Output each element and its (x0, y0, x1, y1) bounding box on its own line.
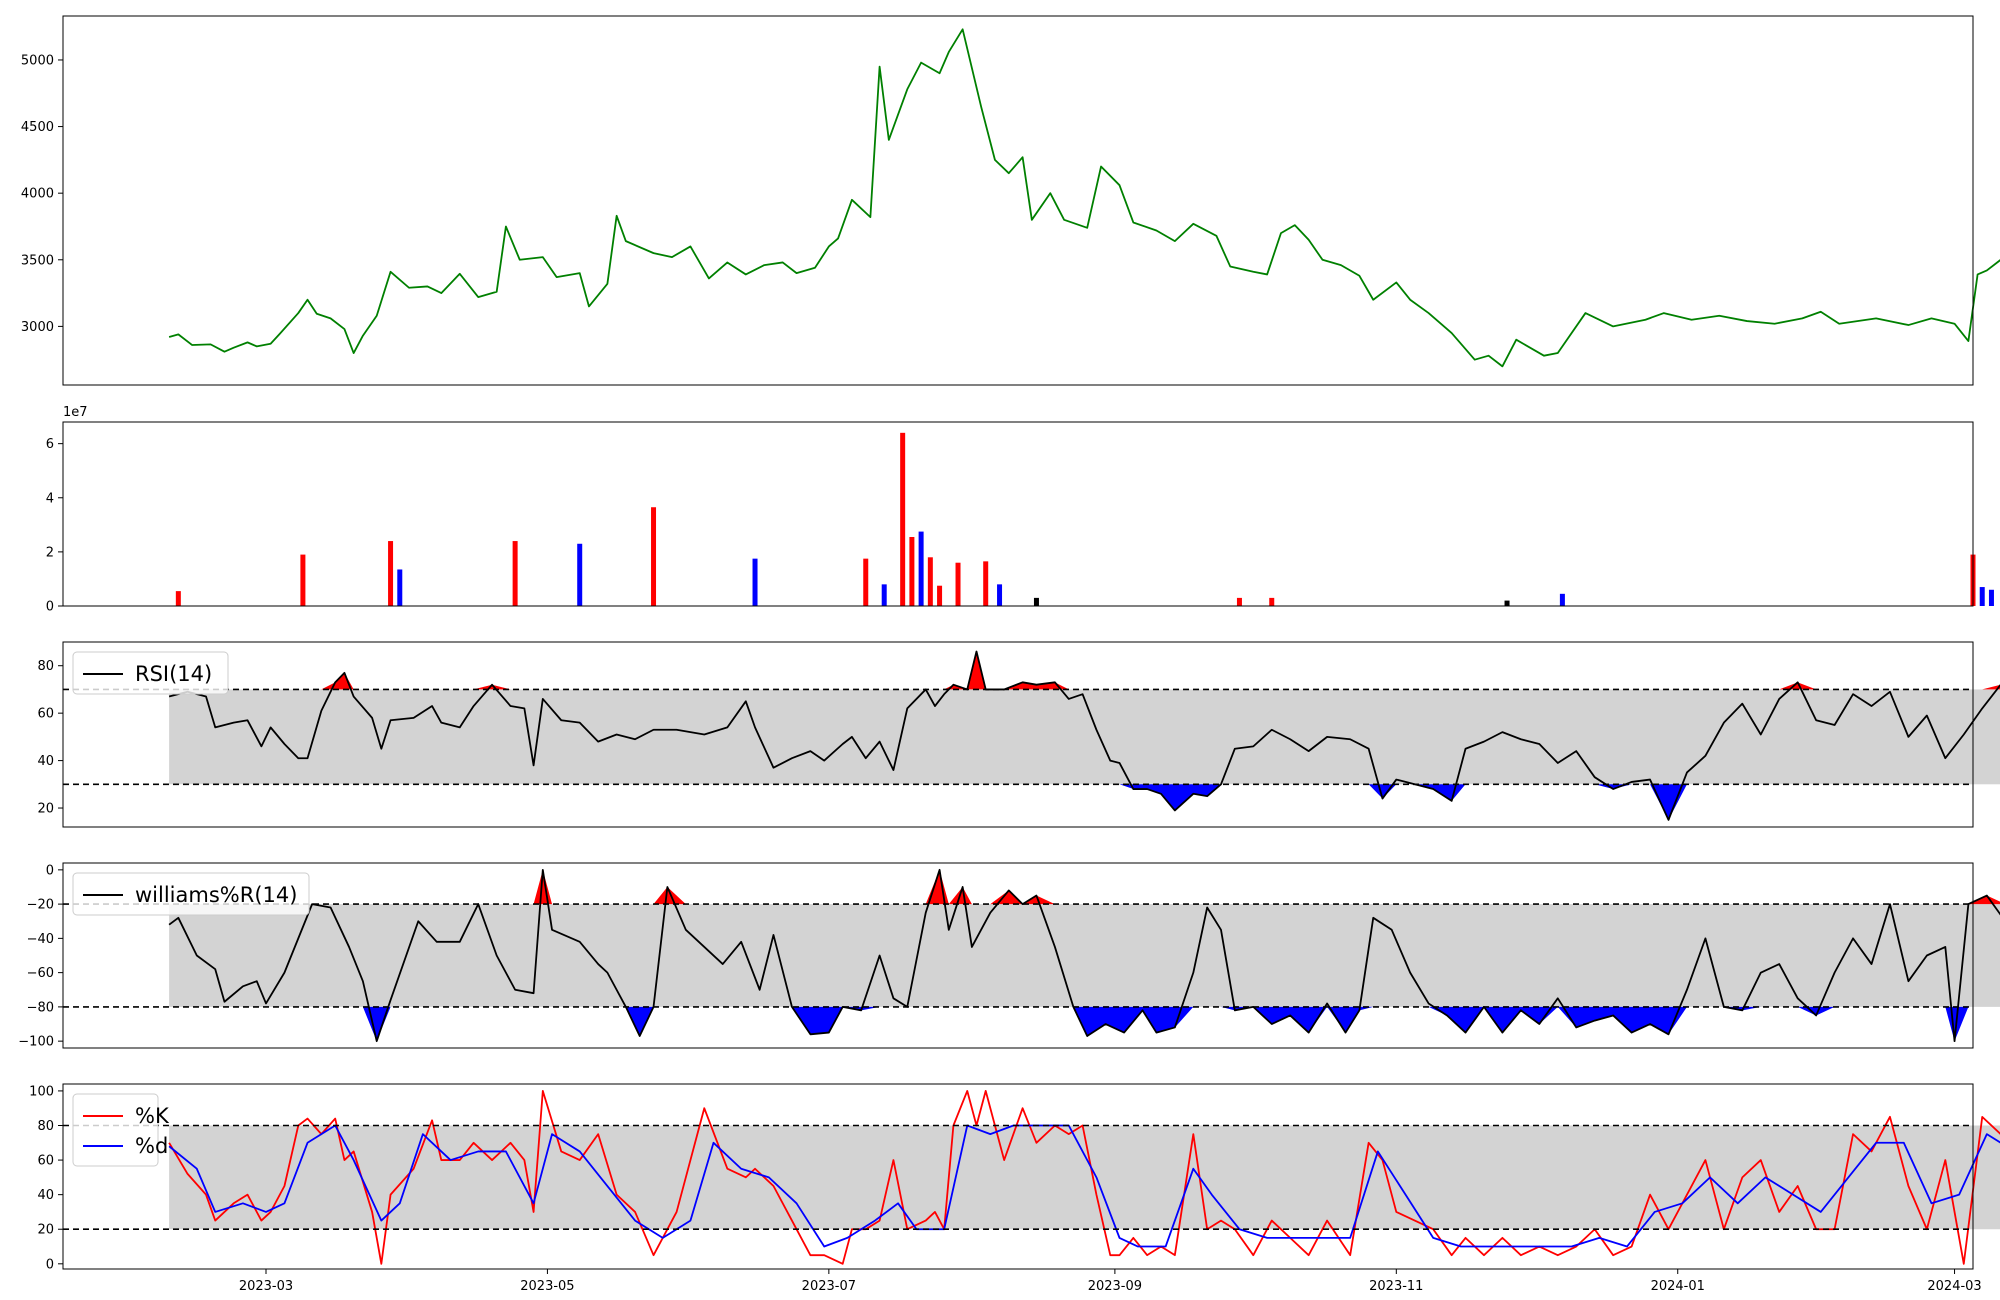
volume-bar (651, 507, 657, 606)
williams_r-axes-frame (62, 862, 1974, 1049)
x-tick-label: 2023-03 (239, 1279, 293, 1294)
y-tick-label: 80 (37, 1119, 54, 1134)
price-axes-frame (62, 15, 1974, 386)
x-tick-label: 2023-05 (520, 1279, 574, 1294)
rsi-panel: 20 40 60 80 RSI(14) (37, 641, 2000, 828)
volume-bar (955, 562, 961, 606)
volume-bar (1033, 597, 1039, 606)
y-tick-label: −40 (27, 932, 54, 947)
y-tick-label: 0 (46, 863, 54, 878)
williams_r-overbought-fill (169, 869, 2000, 905)
volume-bar (1269, 597, 1275, 606)
volume-bar (881, 584, 887, 606)
y-tick-label: 20 (37, 802, 54, 817)
y-tick-label: −20 (27, 898, 54, 913)
x-tick-label: 2023-11 (1369, 1279, 1423, 1294)
y-tick-label: 4500 (21, 120, 54, 135)
volume-bar (997, 584, 1003, 606)
y-tick-label: −60 (27, 966, 54, 981)
williams_r-panel: 0 −20 −40 −60 −80 −100 williams%R(14) (18, 862, 2000, 1050)
williams_r-oversold-fill (169, 1006, 2000, 1042)
y-offset-label: 1e7 (63, 405, 88, 420)
volume-axes-frame (62, 421, 1974, 607)
y-tick-label: 40 (37, 754, 54, 769)
stochastic-legend: %K %d (72, 1093, 170, 1167)
legend-label: %K (135, 1104, 170, 1128)
volume-bar (863, 558, 869, 606)
y-tick-label: −100 (18, 1035, 54, 1050)
rsi-series-line-0 (168, 650, 2000, 821)
volume-bar (937, 585, 943, 606)
volume-bar (175, 591, 181, 606)
y-tick-label: 80 (37, 659, 54, 674)
volume-bar (983, 561, 989, 606)
stochastic-band (169, 1125, 2000, 1230)
legend-box (72, 651, 229, 695)
y-tick-label: 40 (37, 1188, 54, 1203)
y-tick-label: −80 (27, 1000, 54, 1015)
y-tick-label: 4000 (21, 187, 54, 202)
y-tick-label: 100 (29, 1084, 54, 1099)
volume-bar (388, 541, 394, 606)
y-tick-label: 20 (37, 1223, 54, 1238)
stochastic-panel: 0 20 40 60 80 100 %K %d (29, 1083, 2000, 1272)
y-tick-label: 6 (46, 437, 54, 452)
volume-bar (300, 554, 306, 606)
y-tick-label: 3500 (21, 253, 54, 268)
legend-label: %d (135, 1134, 168, 1158)
rsi-band (169, 689, 2000, 785)
price-panel: 3000 3500 4000 4500 5000 (21, 15, 2000, 386)
rsi-axes-frame (62, 641, 1974, 828)
volume-bar (1504, 600, 1510, 606)
price-series-line-0 (168, 28, 2000, 368)
x-tick-label: 2023-07 (802, 1279, 856, 1294)
legend-box (72, 1093, 159, 1167)
y-tick-label: 3000 (21, 320, 54, 335)
y-tick-label: 0 (46, 600, 54, 615)
volume-bar (909, 537, 915, 606)
legend-label: williams%R(14) (135, 883, 297, 907)
y-tick-label: 2 (46, 545, 54, 560)
x-tick-label: 2023-09 (1088, 1279, 1142, 1294)
williams_r-legend: williams%R(14) (72, 872, 310, 916)
y-tick-label: 4 (46, 491, 54, 506)
x-tick-label: 2024-01 (1651, 1279, 1705, 1294)
volume-bar (752, 558, 758, 606)
volume-bar (1979, 587, 1985, 606)
volume-bar (927, 557, 933, 606)
y-tick-label: 5000 (21, 53, 54, 68)
stochastic-series-line-1 (168, 1124, 2000, 1248)
rsi-overbought-fill (169, 651, 2000, 690)
x-tick-label: 2024-03 (1927, 1279, 1981, 1294)
williams_r-band (169, 904, 2000, 1007)
x-axis: 2023-03 2023-05 2023-07 2023-09 2023-11 2024-… (239, 1269, 1982, 1294)
volume-bar (577, 543, 583, 606)
rsi-oversold-fill (169, 784, 2000, 820)
stochastic-axes-frame (62, 1083, 1974, 1270)
volume-panel: 0 2 4 6 1e7 (46, 405, 1994, 615)
volume-bar (397, 569, 403, 606)
volume-bar (1236, 597, 1242, 606)
volume-bar (900, 432, 906, 606)
y-tick-label: 60 (37, 1154, 54, 1169)
volume-bar (512, 541, 518, 606)
volume-bar (918, 531, 924, 606)
legend-label: RSI(14) (135, 662, 212, 686)
rsi-legend: RSI(14) (72, 651, 229, 695)
y-tick-label: 60 (37, 707, 54, 722)
volume-bar (1988, 589, 1994, 606)
legend-box (72, 872, 310, 916)
volume-bar (1559, 593, 1565, 606)
y-tick-label: 0 (46, 1257, 54, 1272)
